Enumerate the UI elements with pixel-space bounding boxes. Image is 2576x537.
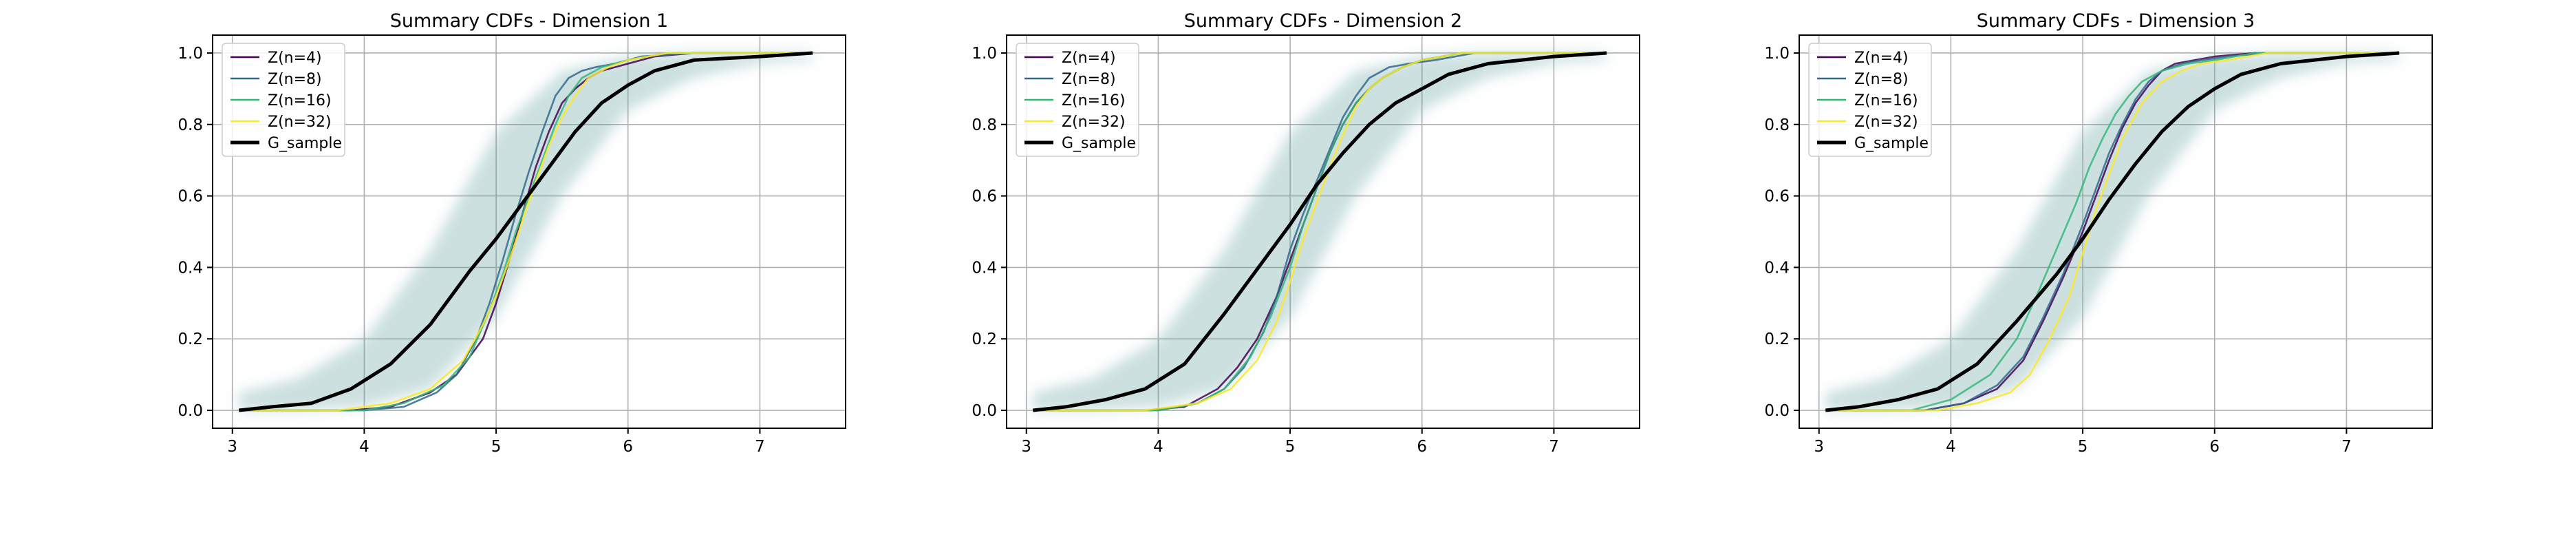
y-tick-label: 0.2 (1764, 330, 1790, 348)
y-tick-label: 0.2 (972, 330, 997, 348)
y-tick-label: 0.8 (178, 116, 203, 134)
x-tick-label: 7 (2341, 438, 2352, 456)
confidence-band (1033, 53, 1607, 410)
legend: Z(n=4) Z(n=8) Z(n=16) Z(n=32) G_sample (1808, 43, 1932, 157)
series-line-z-n-32 (1033, 52, 1607, 412)
x-tick-label: 7 (1549, 438, 1559, 456)
legend-label-z-n-8: Z(n=8) (1854, 71, 1909, 88)
legend-label-z-n-32: Z(n=32) (1854, 114, 1918, 131)
y-tick-label: 0.8 (972, 116, 997, 134)
y-tick-label: 0.2 (178, 330, 203, 348)
series-line-z-n-32 (239, 52, 813, 412)
y-tick-label: 1.0 (178, 45, 203, 63)
chart-title: Summary CDFs - Dimension 2 (1184, 10, 1463, 32)
y-tick-label: 1.0 (1764, 45, 1790, 63)
y-tick-label: 0.0 (1764, 402, 1790, 420)
y-tick-label: 0.6 (1764, 188, 1790, 206)
legend: Z(n=4) Z(n=8) Z(n=16) Z(n=32) G_sample (222, 43, 345, 157)
legend-label-z-n-16: Z(n=16) (1062, 92, 1126, 109)
x-tick-label: 3 (1814, 438, 1824, 456)
plot-area (1033, 51, 1607, 412)
chart-panel-2: 3 4 5 6 7 0.0 0.2 0.4 0.6 0.8 1.0 Summary CDFs - Di… (972, 10, 1640, 456)
y-tick-label: 0.4 (1764, 259, 1790, 277)
series-line-z-n-16 (1825, 52, 2400, 412)
series-line-g-sample (1033, 51, 1607, 412)
x-tick-label: 7 (755, 438, 765, 456)
chart-title: Summary CDFs - Dimension 3 (1977, 10, 2255, 32)
legend-label-g-sample: G_sample (1854, 135, 1929, 152)
legend-label-z-n-4: Z(n=4) (1854, 50, 1909, 67)
legend-label-z-n-16: Z(n=16) (1854, 92, 1918, 109)
plot-area (239, 51, 813, 412)
series-line-z-n-8 (1825, 52, 2400, 412)
legend-label-z-n-4: Z(n=4) (268, 50, 322, 67)
legend-label-z-n-8: Z(n=8) (268, 71, 322, 88)
y-tick-label: 0.8 (1764, 116, 1790, 134)
legend: Z(n=4) Z(n=8) Z(n=16) Z(n=32) G_sample (1016, 43, 1139, 157)
chart-panel-1: 3 4 5 6 7 0.0 0.2 0.4 0.6 0.8 1.0 Summary CDFs - Di… (178, 10, 846, 456)
series-line-z-n-32 (1825, 52, 2400, 412)
legend-box (1808, 43, 1932, 157)
axes-frame (212, 34, 846, 429)
x-tick-label: 6 (623, 438, 633, 456)
chart-title: Summary CDFs - Dimension 1 (390, 10, 669, 32)
x-tick-label: 3 (1021, 438, 1031, 456)
x-tick-label: 5 (1285, 438, 1296, 456)
series-line-g-sample (1825, 51, 2400, 412)
y-tick-label: 0.4 (178, 259, 203, 277)
series-line-z-n-4 (1825, 52, 2400, 412)
plot-area (1825, 51, 2400, 412)
legend-box (1016, 43, 1139, 157)
x-tick-label: 5 (2078, 438, 2088, 456)
legend-label-z-n-32: Z(n=32) (1062, 114, 1126, 131)
series-line-z-n-4 (239, 52, 813, 412)
x-tick-label: 6 (2209, 438, 2220, 456)
legend-label-g-sample: G_sample (268, 135, 342, 152)
y-tick-label: 0.6 (972, 188, 997, 206)
legend-label-g-sample: G_sample (1062, 135, 1136, 152)
y-tick-label: 0.6 (178, 188, 203, 206)
legend-label-z-n-16: Z(n=16) (268, 92, 332, 109)
axes-frame (1006, 34, 1640, 429)
x-tick-label: 4 (359, 438, 369, 456)
chart-panel-3: 3 4 5 6 7 0.0 0.2 0.4 0.6 0.8 1.0 Summary CDFs - Di… (1764, 10, 2433, 456)
axes-frame (1799, 34, 2433, 429)
x-tick-label: 4 (1153, 438, 1163, 456)
y-tick-label: 0.0 (972, 402, 997, 420)
y-tick-label: 0.4 (972, 259, 997, 277)
legend-label-z-n-32: Z(n=32) (268, 114, 332, 131)
y-tick-label: 1.0 (972, 45, 997, 63)
x-tick-label: 4 (1946, 438, 1956, 456)
y-tick-label: 0.0 (178, 402, 203, 420)
legend-box (222, 43, 345, 157)
series-line-g-sample (239, 51, 813, 412)
x-tick-label: 3 (227, 438, 237, 456)
legend-label-z-n-8: Z(n=8) (1062, 71, 1116, 88)
legend-label-z-n-4: Z(n=4) (1062, 50, 1116, 67)
confidence-band (1825, 53, 2400, 410)
x-tick-label: 6 (1417, 438, 1427, 456)
confidence-band (239, 53, 813, 410)
x-tick-label: 5 (491, 438, 502, 456)
